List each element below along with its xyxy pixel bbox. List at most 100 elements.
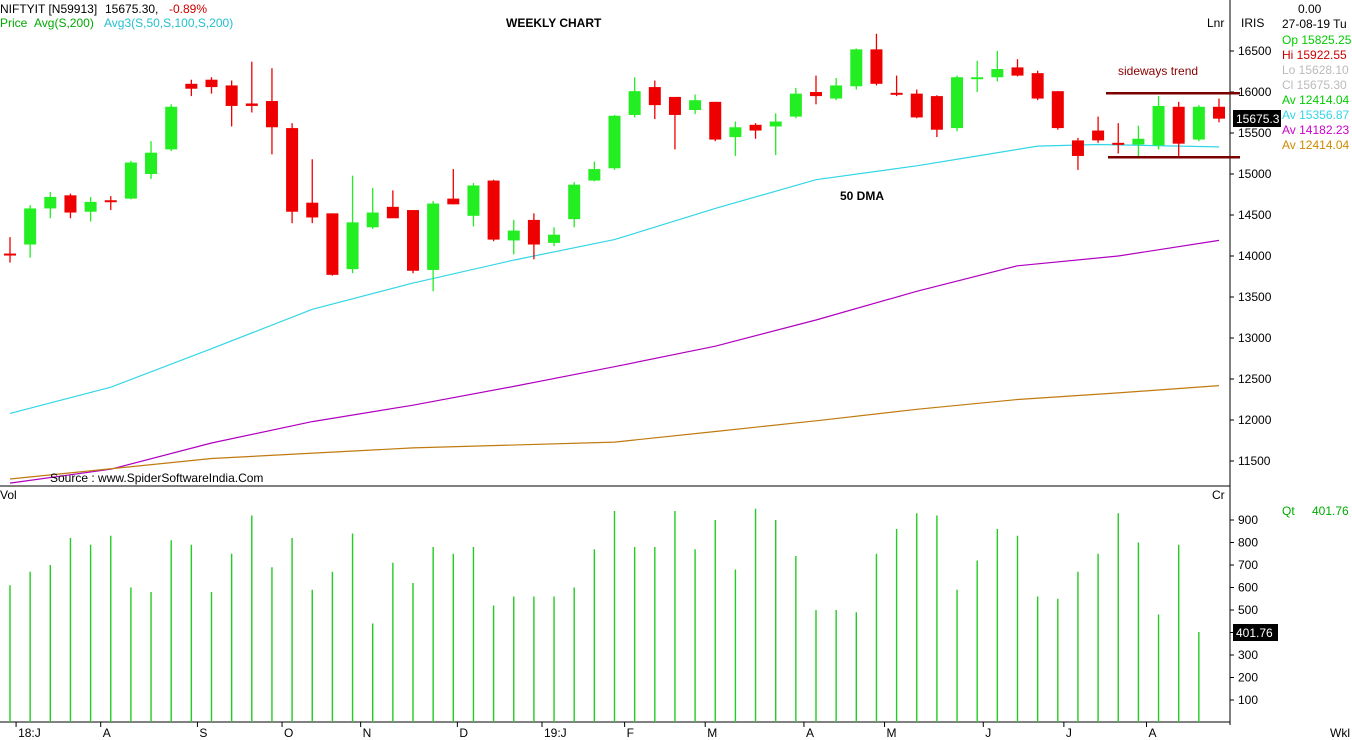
price-tick-label: 15000 — [1238, 167, 1272, 181]
candle — [789, 87, 802, 119]
candle — [1031, 70, 1044, 101]
candle — [104, 196, 117, 211]
candle — [527, 213, 540, 260]
volume-bars — [9, 508, 1200, 722]
last-price: 15675.30, — [105, 2, 158, 16]
candle — [1132, 125, 1145, 156]
candle — [628, 77, 641, 118]
source-label: Source : www.SpiderSoftwareIndia.Com — [50, 471, 263, 485]
candle — [890, 75, 903, 97]
candle-body — [870, 49, 883, 84]
candle — [507, 219, 520, 255]
candle — [286, 123, 299, 224]
candle — [1213, 98, 1225, 123]
candle-body — [84, 201, 97, 212]
candle — [1152, 96, 1165, 150]
moving-averages — [9, 143, 1220, 484]
info-line: Av 15356.87 — [1282, 108, 1349, 122]
candle-body — [1071, 140, 1084, 156]
candle-body — [265, 101, 278, 128]
candle — [326, 213, 339, 276]
candle-body — [991, 69, 1004, 78]
candle-body — [366, 212, 379, 228]
candle — [24, 205, 37, 258]
candle — [729, 121, 742, 156]
candle — [810, 75, 822, 105]
candle-body — [769, 121, 782, 127]
price-tick-label: 12000 — [1238, 413, 1272, 427]
time-tick-label: A — [1148, 726, 1156, 740]
time-tick-label: 18:J — [18, 726, 41, 740]
candle-body — [507, 230, 520, 241]
candle-body — [668, 96, 681, 115]
candle-body — [1213, 106, 1225, 119]
sma50-line — [9, 143, 1220, 414]
candle-body — [225, 85, 238, 106]
candle — [910, 89, 923, 119]
volume-label: Vol — [0, 488, 17, 502]
info-line: Op 15825.25 — [1282, 33, 1352, 47]
candle-body — [729, 127, 742, 138]
qt-label: Qt — [1282, 504, 1295, 518]
time-tick-label: J — [1066, 726, 1072, 740]
candle — [1011, 59, 1024, 77]
candle — [225, 80, 238, 127]
top-value: 0.00 — [1298, 2, 1322, 16]
candle-body — [165, 106, 178, 150]
candle — [44, 192, 57, 219]
candle-body — [24, 208, 37, 245]
candle — [1112, 123, 1125, 154]
candle-body — [890, 92, 903, 95]
candle-body — [145, 152, 158, 174]
candle — [427, 201, 440, 292]
candle — [386, 190, 399, 219]
time-tick-label: N — [363, 726, 372, 740]
candle — [769, 113, 782, 156]
qt-value: 401.76 — [1312, 504, 1349, 518]
candle — [245, 61, 258, 113]
info-line: Cl 15675.30 — [1282, 78, 1347, 92]
info-line: Hi 15922.55 — [1282, 48, 1347, 62]
time-tick-label: D — [459, 726, 468, 740]
info-line: Av 14182.23 — [1282, 123, 1349, 137]
candle — [306, 159, 319, 224]
candle — [84, 196, 97, 222]
candle-body — [427, 203, 440, 270]
candle — [1092, 116, 1105, 143]
candle-body — [245, 103, 258, 106]
sma100-line — [9, 239, 1220, 484]
brand-label: IRIS — [1241, 16, 1264, 30]
candle-body — [326, 213, 339, 275]
price-tick-label: 16000 — [1238, 85, 1272, 99]
volume-tick-label: 200 — [1238, 671, 1258, 685]
candle-body — [467, 185, 480, 216]
price-tick-label: 14000 — [1238, 249, 1272, 263]
candle-body — [1031, 73, 1044, 99]
candlesticks — [4, 33, 1225, 292]
volume-tick-label: 600 — [1238, 581, 1258, 595]
volume-tick-label: 100 — [1238, 693, 1258, 707]
candle — [346, 175, 359, 274]
price-tick-label: 16500 — [1238, 44, 1272, 58]
volume-axis: 100200300400500600700800900 — [1230, 513, 1258, 707]
candle-body — [407, 210, 419, 271]
candle-body — [588, 169, 601, 181]
candle-body — [628, 91, 641, 115]
info-line: Lo 15628.10 — [1282, 63, 1349, 77]
candle-body — [4, 253, 16, 256]
candle-body — [910, 93, 923, 118]
time-axis: 18:J A S O N D 19:J F M A M J J A — [15, 722, 1157, 740]
candle-body — [386, 206, 399, 219]
candle — [568, 182, 581, 228]
candle-body — [648, 87, 661, 106]
candle — [709, 101, 722, 142]
candle-body — [64, 195, 77, 213]
candle — [407, 210, 419, 274]
volume-tick-label: 700 — [1238, 558, 1258, 572]
candle — [1051, 91, 1064, 130]
candle-body — [1192, 106, 1205, 140]
candle-body — [830, 85, 843, 99]
candle — [165, 104, 178, 152]
legend-avg: Avg(S,200) — [34, 16, 94, 30]
